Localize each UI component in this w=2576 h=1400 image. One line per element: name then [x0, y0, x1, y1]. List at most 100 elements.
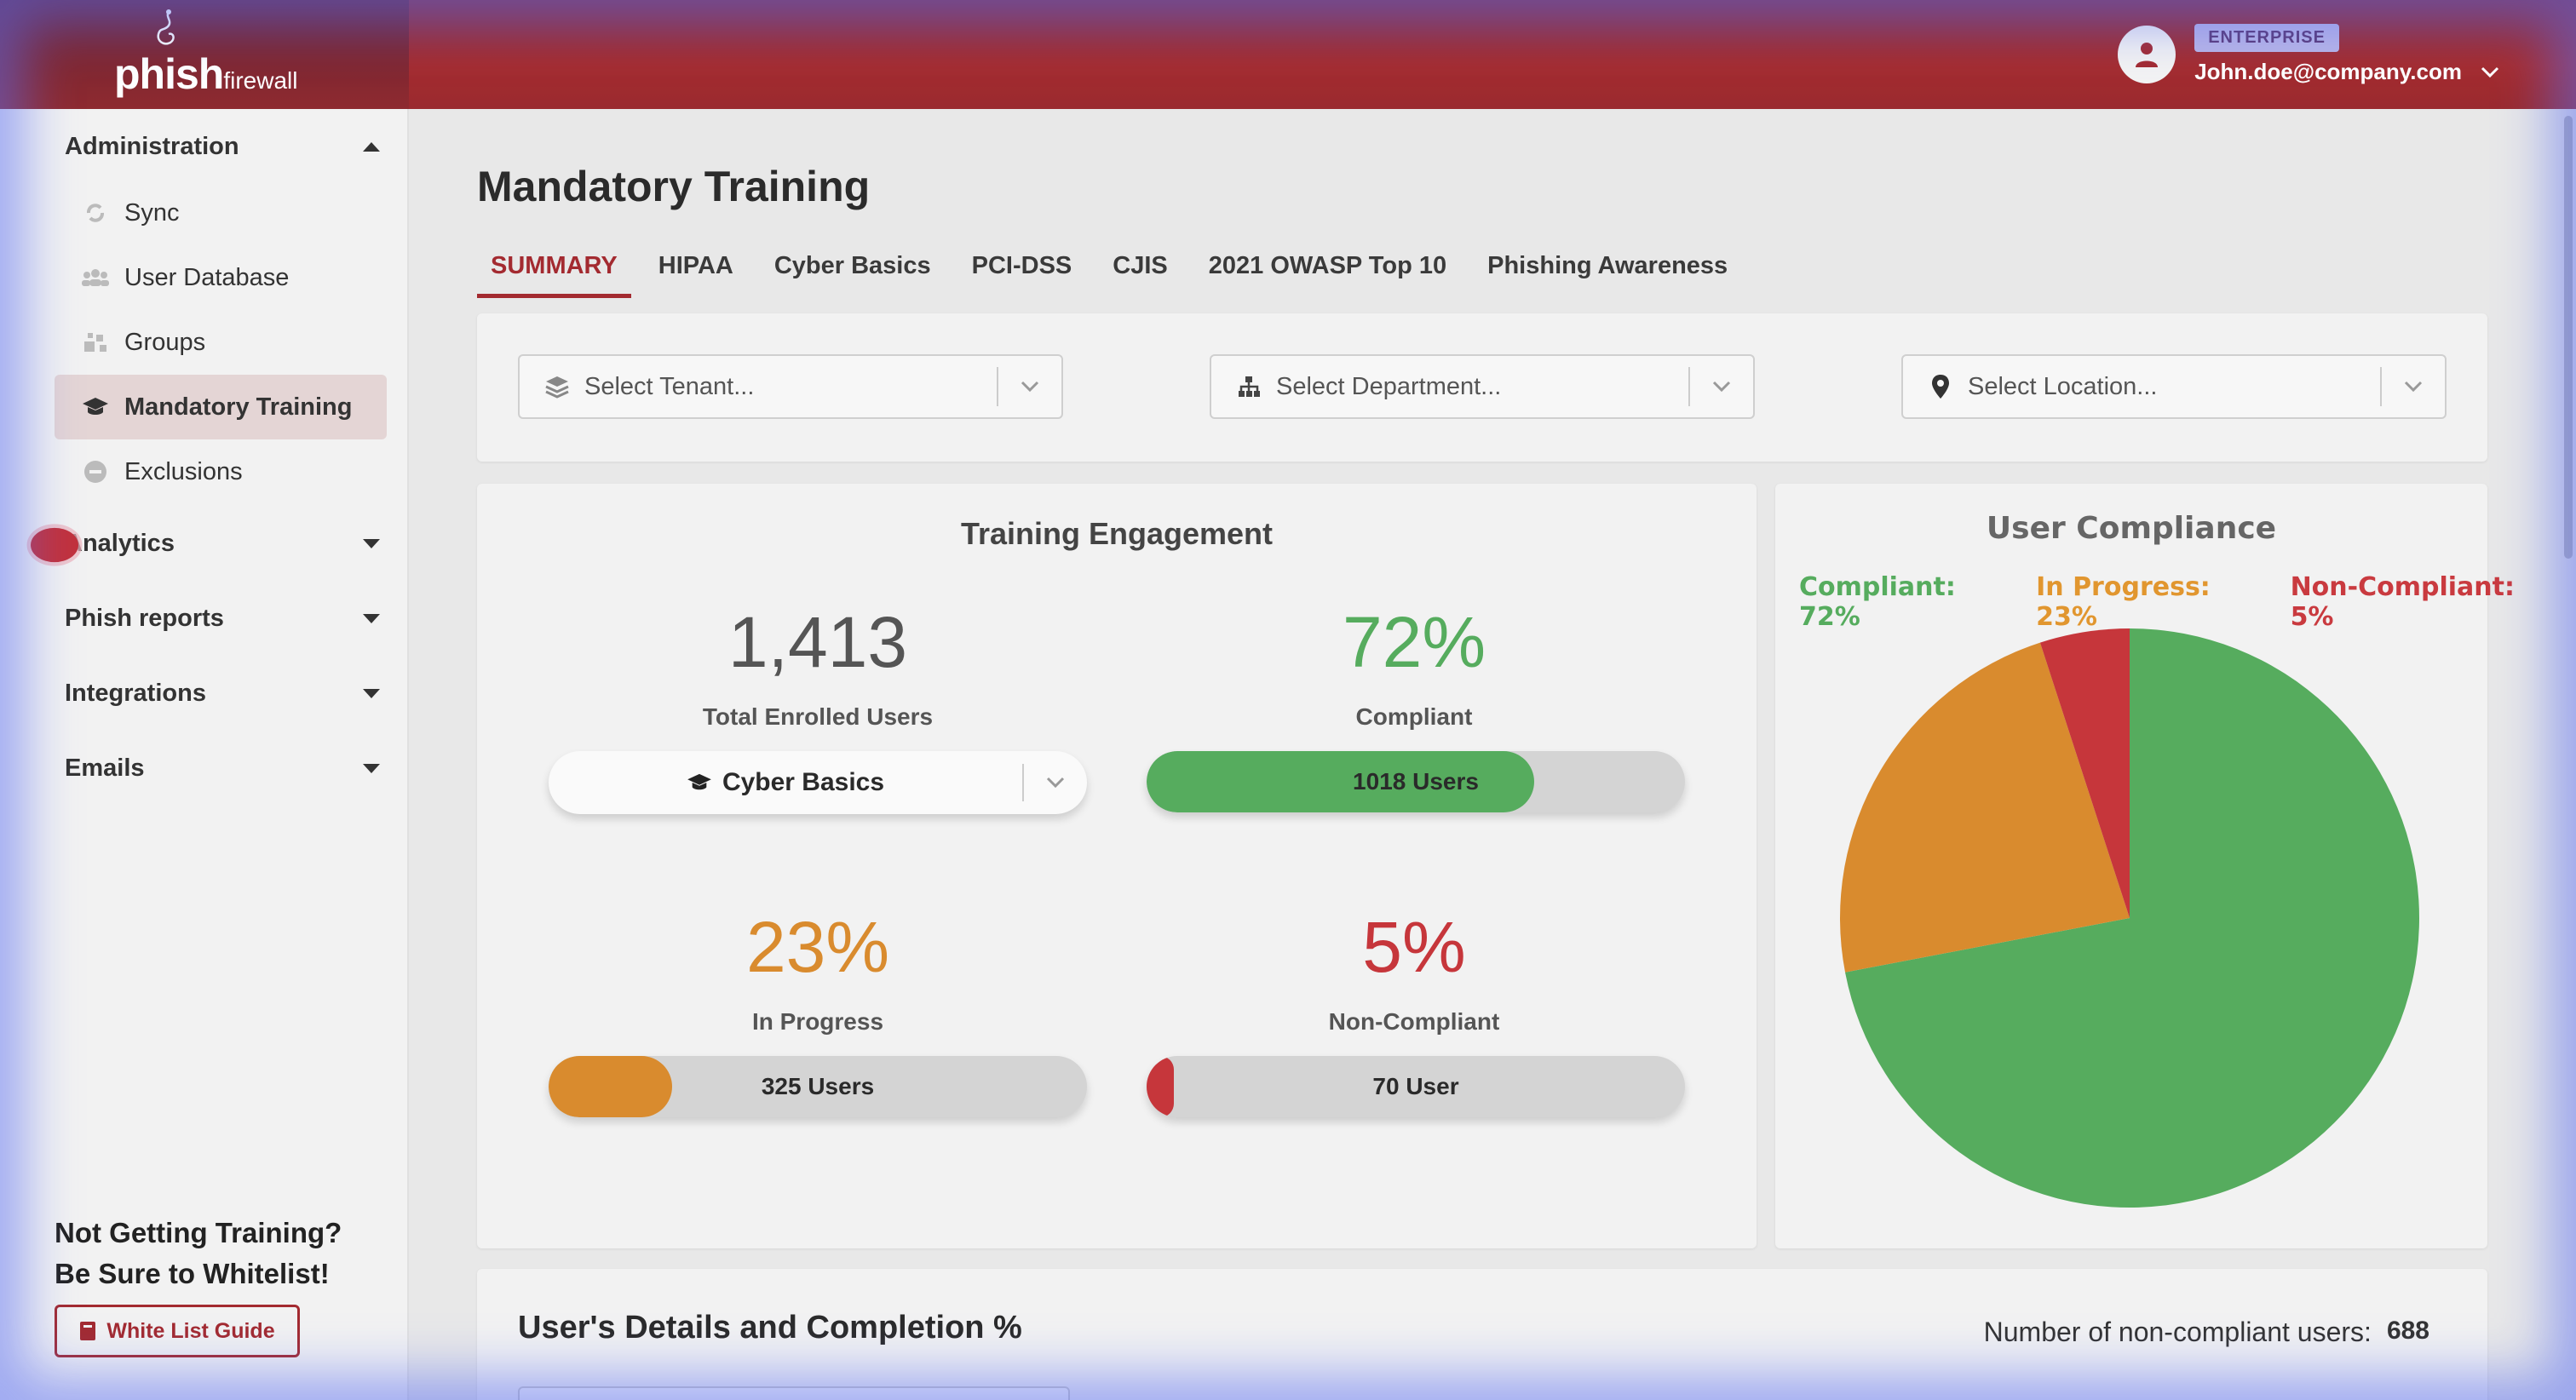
tab-cjis[interactable]: CJIS [1113, 252, 1168, 279]
whitelist-promo: Not Getting Training? Be Sure to Whiteli… [55, 1213, 342, 1294]
brand-name: phish [114, 50, 224, 98]
compliant-label: Compliant [1355, 703, 1473, 730]
brand-sub: firewall [223, 67, 298, 94]
tab-hipaa[interactable]: HIPAA [658, 252, 733, 279]
inprogress-label: In Progress [751, 1008, 884, 1035]
chevron-down-icon [1690, 381, 1753, 393]
tab-summary[interactable]: SUMMARY [477, 245, 631, 298]
caret-down-icon [363, 764, 380, 773]
sidebar-item-user-database[interactable]: User Database [55, 245, 387, 310]
groups-icon [82, 329, 109, 356]
sidebar-section-analytics[interactable]: Analytics [65, 530, 380, 558]
training-engagement-title: Training Engagement [960, 516, 1274, 551]
total-users-label: Total Enrolled Users [702, 703, 934, 730]
course-select-value-wrap: Cyber Basics [549, 768, 1022, 797]
white-list-guide-label: White List Guide [106, 1318, 275, 1343]
tab-phishing-awareness[interactable]: Phishing Awareness [1487, 252, 1728, 279]
caret-down-icon [363, 614, 380, 623]
cursor-indicator [31, 527, 78, 563]
sidebar-section-integrations[interactable]: Integrations [65, 680, 380, 708]
department-select-placeholder: Select Department... [1276, 372, 1502, 400]
avatar[interactable] [2118, 26, 2176, 83]
noncompliant-users-text: 70 User [1372, 1073, 1459, 1099]
sidebar-section-label: Phish reports [65, 605, 224, 632]
book-icon [80, 1322, 96, 1340]
promo-line-2: Be Sure to Whitelist! [55, 1258, 330, 1289]
user-email[interactable]: John.doe@company.com [2194, 59, 2499, 85]
chevron-down-icon [2382, 381, 2445, 393]
caret-down-icon [363, 689, 380, 698]
page-scrollbar[interactable] [2564, 116, 2573, 559]
white-list-guide-button[interactable]: White List Guide [55, 1305, 300, 1357]
sync-icon [82, 199, 109, 227]
compliant-percent: 72% [1342, 602, 1486, 682]
inprogress-progress-fill [549, 1056, 673, 1117]
pie-slice-in-progress[interactable] [1840, 642, 2130, 973]
tab-owasp[interactable]: 2021 OWASP Top 10 [1208, 252, 1447, 279]
tab-pci-dss[interactable]: PCI-DSS [971, 252, 1072, 279]
course-select[interactable]: Cyber Basics [549, 751, 1087, 814]
sidebar-item-sync[interactable]: Sync [55, 181, 387, 245]
chart-legend: Compliant: 72% In Progress: 23% Non-Comp… [1799, 572, 2576, 632]
user-details-title: User's Details and Completion % [518, 1310, 1022, 1345]
details-search-input[interactable] [518, 1386, 1070, 1400]
fish-hook-icon [157, 9, 175, 45]
sidebar-item-label: Sync [124, 198, 180, 227]
noncompliant-count-label: Number of non-compliant users: [1983, 1317, 2372, 1347]
sidebar-item-groups[interactable]: Groups [55, 310, 387, 375]
location-select-placeholder: Select Location... [1968, 372, 2158, 400]
legend-inprogress: In Progress: 23% [2036, 572, 2211, 632]
noncompliant-label: Non-Compliant [1328, 1008, 1500, 1035]
sidebar-item-label: Groups [124, 328, 206, 356]
user-email-text: John.doe@company.com [2194, 59, 2462, 84]
brand-logo[interactable]: phishfirewall [114, 49, 297, 99]
tab-bar: SUMMARY HIPAA Cyber Basics PCI-DSS CJIS … [477, 245, 1755, 298]
legend-noncompliant: Non-Compliant: 5% [2290, 572, 2515, 632]
sidebar-item-label: Mandatory Training [124, 393, 353, 421]
select-divider [1022, 764, 1024, 801]
compliant-progress-bar: 1018 Users [1147, 751, 1685, 812]
department-select[interactable]: Select Department... [1210, 354, 1755, 419]
pie-slice-non-compliant[interactable] [2039, 628, 2130, 918]
sidebar-section-administration[interactable]: Administration [65, 133, 380, 161]
layers-icon [530, 375, 584, 399]
chevron-down-icon [2481, 66, 2499, 77]
compliant-progress-fill [1147, 751, 1535, 812]
users-icon [82, 264, 109, 291]
tenant-select[interactable]: Select Tenant... [518, 354, 1063, 419]
sidebar: Administration Sync User Database Groups… [0, 109, 409, 1400]
noncompliant-progress-bar: 70 User [1147, 1056, 1685, 1117]
chevron-down-icon [998, 381, 1061, 393]
user-details-card [477, 1269, 2487, 1400]
select-divider [997, 367, 998, 406]
sidebar-section-emails[interactable]: Emails [65, 755, 380, 783]
total-users-value: 1,413 [727, 602, 908, 682]
inprogress-users-text: 325 Users [761, 1073, 875, 1099]
compliant-users-text: 1018 Users [1353, 768, 1479, 795]
select-divider [1688, 367, 1690, 406]
compliance-pie-chart [1840, 628, 2419, 1208]
graduation-cap-icon [82, 393, 109, 421]
sidebar-item-label: Exclusions [124, 457, 243, 485]
page-title: Mandatory Training [477, 163, 871, 210]
tab-cyber-basics[interactable]: Cyber Basics [773, 252, 931, 279]
caret-up-icon [363, 142, 380, 152]
sidebar-section-phish-reports[interactable]: Phish reports [65, 605, 380, 633]
sidebar-section-label: Analytics [65, 530, 175, 557]
map-pin-icon [1913, 374, 1968, 399]
select-divider [2380, 367, 2382, 406]
noncompliant-percent: 5% [1362, 907, 1466, 987]
sidebar-section-label: Administration [65, 133, 239, 160]
logo-area: phishfirewall [0, 0, 409, 109]
user-menu[interactable]: ENTERPRISE John.doe@company.com [2118, 20, 2499, 89]
user-compliance-title: User Compliance [1986, 511, 2277, 546]
sidebar-item-exclusions[interactable]: Exclusions [55, 439, 387, 504]
sidebar-item-mandatory-training[interactable]: Mandatory Training [55, 375, 387, 439]
promo-line-1: Not Getting Training? [55, 1217, 342, 1248]
noncompliant-count-summary: Number of non-compliant users: 688 [1984, 1317, 2429, 1348]
noncompliant-count-value: 688 [2386, 1317, 2429, 1345]
user-info: ENTERPRISE John.doe@company.com [2194, 24, 2499, 85]
location-select[interactable]: Select Location... [1901, 354, 2447, 419]
sidebar-section-label: Emails [65, 755, 145, 782]
pie-slice-compliant[interactable] [1845, 628, 2419, 1208]
